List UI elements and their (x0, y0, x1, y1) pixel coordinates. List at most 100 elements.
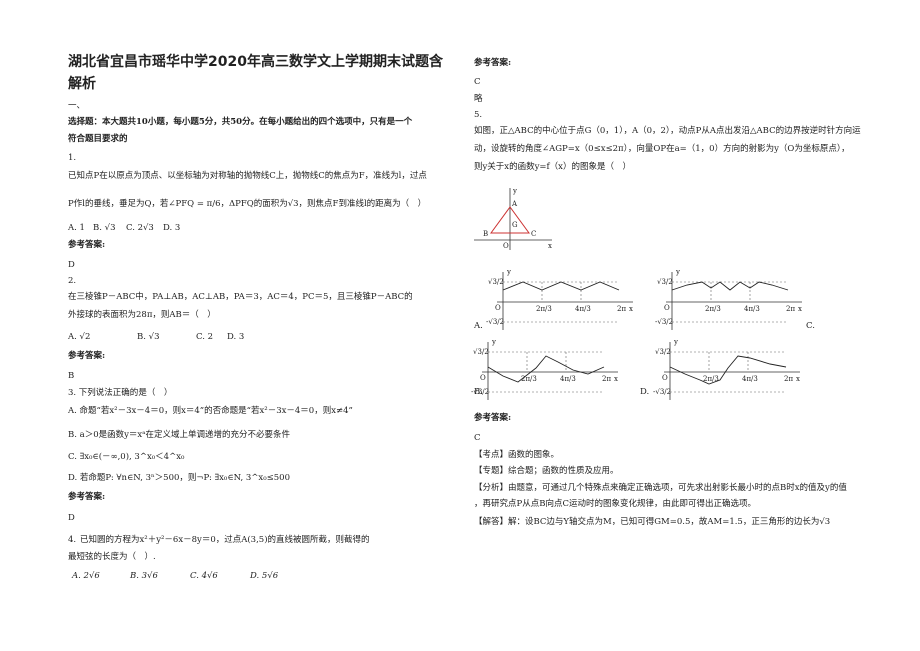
analysis: 【解答】解：设BC边与Y轴交点为M，已知可得GM=0.5，故AM=1.5，正三角… (474, 516, 830, 527)
title: 解析 (68, 75, 96, 92)
answer: D (68, 513, 75, 523)
answer-label: 参考答案: (68, 239, 105, 250)
graph-label: O (664, 304, 670, 312)
graph-label: 2π (617, 305, 626, 313)
curve (487, 355, 605, 383)
graph-label: 2π/3 (705, 305, 721, 313)
option: B. a＞0是函数y＝xᵃ在定义域上单调递增的充分不必要条件 (68, 429, 291, 440)
section-heading: 符合题目要求的 (67, 133, 128, 144)
graph-label: x (629, 305, 633, 313)
graph-label: -√3/2 (653, 388, 671, 396)
figure-label: y (512, 187, 517, 195)
figure-label: O (503, 242, 509, 250)
option: B. √3 (137, 332, 159, 342)
question-number: 2. (68, 276, 76, 286)
curve (669, 355, 787, 385)
graph-label: 4π/3 (575, 305, 591, 313)
answer: C (474, 77, 481, 87)
note: 略 (474, 93, 483, 104)
graph-label: 4π/3 (560, 375, 576, 383)
graph-label: 2π/3 (703, 375, 719, 383)
analysis: 【分析】由题意，可通过几个特殊点来确定正确选项，可先求出射影长最小时的点B时x的… (474, 482, 847, 493)
graph-label: x (614, 375, 618, 383)
analysis: ，再研究点P从点B向点C运动时的图象变化规律，由此即可得出正确选项。 (474, 498, 756, 509)
question-text: 在三棱锥P－ABC中，PA⊥AB，AC⊥AB，PA＝3，AC＝4，PC＝5，且三… (68, 291, 413, 302)
question-number: 4. (68, 535, 76, 545)
question-number: 5. (474, 110, 482, 120)
option: A. 2√6 (71, 571, 100, 581)
option: C. 2 (196, 332, 213, 342)
section-number: 一、 (68, 101, 85, 111)
graph-label: O (495, 304, 501, 312)
option-letter: B. (474, 387, 483, 397)
graph-label: 2π (784, 375, 793, 383)
graph-label: 2π/3 (536, 305, 552, 313)
answer: D (68, 260, 75, 270)
graph-label: x (796, 375, 800, 383)
option: C. 2√3 (126, 223, 154, 233)
figure-label: C (531, 230, 536, 238)
figure-label: B (483, 230, 488, 238)
figure-label: G (512, 221, 518, 229)
graph-label: -√3/2 (486, 318, 504, 326)
option: D. 3 (163, 223, 180, 233)
curve (671, 281, 789, 291)
option: D. 若命题P: ∀n∈N, 3ⁿ＞500，则¬P: ∃x₀∈N, 3^x₀≤5… (68, 472, 290, 483)
question-text: 如图，正△ABC的中心位于点G（0，1），A（0，2），动点P从A点出发沿△AB… (474, 125, 861, 136)
question-text: 已知圆的方程为x²＋y²－6x－8y＝0，过点A(3,5)的直线被圆所截，则截得… (80, 534, 370, 545)
question-text: 最短弦的长度为（ ）. (68, 551, 156, 562)
graph-label: 2π (602, 375, 611, 383)
graph-label: √3/2 (473, 348, 489, 356)
graph-label: 4π/3 (742, 375, 758, 383)
figure-label: A (511, 200, 518, 208)
option: A. 命题“若x²－3x－4＝0，则x＝4”的否命题是“若x²－3x－4＝0，则… (67, 405, 353, 416)
question-text: 动，设旋转的角度∠AGP=x（0≤x≤2π），向量OP在a=（1，0）方向的射影… (474, 143, 850, 154)
triangle (490, 206, 530, 234)
graph-label: -√3/2 (471, 388, 489, 396)
graph-label: √3/2 (655, 348, 671, 356)
graph-label: 2π (786, 305, 795, 313)
graph-label: y (491, 338, 496, 346)
answer-label: 参考答案: (474, 57, 511, 68)
graph-label: x (798, 305, 802, 313)
graph-label: -√3/2 (655, 318, 673, 326)
option: A. √2 (67, 332, 90, 342)
question-number: 1. (68, 153, 76, 163)
option-letter: D. (640, 387, 649, 397)
option-letter: C. (806, 321, 815, 331)
figure-label: x (548, 242, 552, 250)
answer: C (474, 433, 481, 443)
answer-label: 参考答案: (474, 412, 511, 423)
question-text: 已知点P在以原点为顶点、以坐标轴为对称轴的抛物线C上，抛物线C的焦点为F，准线为… (68, 170, 427, 181)
question-text: 3. 下列说法正确的是（ ） (68, 387, 172, 398)
option: D. 3 (227, 332, 244, 342)
option: C. 4√6 (190, 571, 218, 581)
option: C. ∃x₀∈(－∞,0), 3^x₀＜4^x₀ (68, 451, 185, 462)
graph-label: √3/2 (488, 278, 504, 286)
title: 湖北省宜昌市瑶华中学2020年高三数学文上学期期末试题含 (68, 53, 444, 70)
curve (502, 281, 620, 291)
option: A. 1 (67, 223, 85, 233)
option: B. √3 (93, 223, 115, 233)
graph-label: y (506, 268, 511, 276)
question-text: 外接球的表面积为28π，则AB＝（ ） (68, 309, 216, 320)
graph-label: 4π/3 (744, 305, 760, 313)
question-text: P作l的垂线，垂足为Q，若∠PFQ = π/6，ΔPFQ的面积为√3，则焦点F到… (68, 198, 426, 209)
answer-label: 参考答案: (68, 350, 105, 361)
graph-label: y (675, 268, 680, 276)
graph-label: O (480, 374, 486, 382)
option: D. 5√6 (249, 571, 279, 581)
analysis: 【考点】函数的图象。 (474, 449, 559, 460)
option: B. 3√6 (129, 571, 158, 581)
triangle-figure: y x A G B C O (474, 187, 552, 250)
question-text: 则y关于x的函数y=f（x）的图象是（ ） (474, 161, 631, 172)
option-letter: A. (473, 321, 483, 331)
graph-label: √3/2 (657, 278, 673, 286)
section-heading: 选择题：本大题共10小题，每小题5分，共50分。在每小题给出的四个选项中，只有是… (68, 116, 413, 127)
graph-label: y (673, 338, 678, 346)
graph-label: O (662, 374, 668, 382)
answer: B (68, 371, 74, 381)
answer-label: 参考答案: (68, 491, 105, 502)
